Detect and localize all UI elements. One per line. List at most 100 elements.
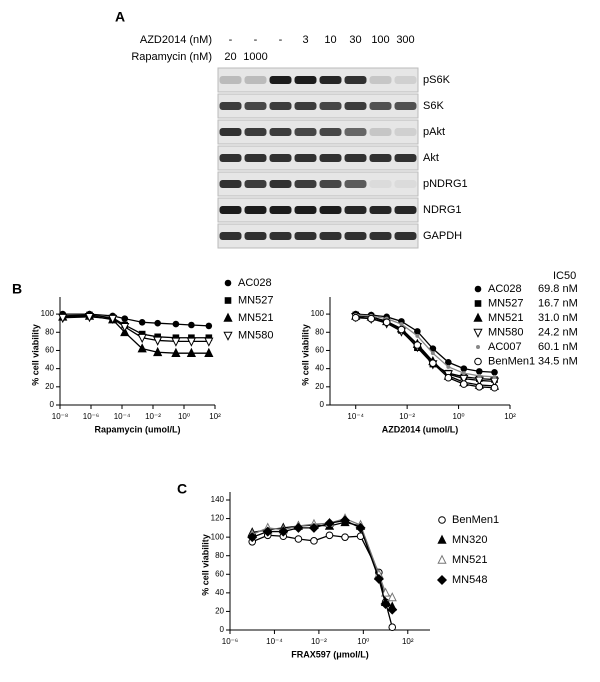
marker — [397, 325, 406, 334]
marker — [138, 318, 146, 326]
y-tick-label: 60 — [315, 346, 324, 355]
marker — [355, 522, 366, 533]
marker — [204, 337, 214, 347]
panel-label: A — [115, 9, 125, 25]
marker — [492, 374, 497, 379]
marker — [477, 373, 482, 378]
marker — [172, 320, 180, 328]
legend-label: MN521 — [238, 312, 273, 324]
marker — [186, 337, 197, 347]
marker — [137, 333, 147, 344]
x-tick-label: 10² — [209, 412, 221, 421]
legend-marker — [476, 345, 480, 349]
blot-band — [269, 128, 292, 136]
marker — [387, 592, 397, 602]
x-tick-label: 10⁻² — [311, 637, 327, 646]
legend-ic50: 34.5 nM — [538, 355, 578, 367]
marker — [84, 313, 95, 323]
marker — [186, 347, 197, 357]
y-tick-label: 120 — [211, 514, 225, 523]
blot-band — [369, 180, 392, 188]
blot-band — [294, 206, 317, 214]
blot-band — [394, 232, 417, 240]
x-tick-label: 10² — [504, 412, 516, 421]
marker — [278, 526, 289, 537]
blot-band — [244, 128, 267, 136]
marker — [461, 371, 466, 376]
row-header: Rapamycin (nM) — [131, 51, 212, 63]
blot-band — [344, 206, 367, 214]
blot-band — [219, 128, 242, 136]
y-tick-label: 40 — [45, 364, 54, 373]
blot-band — [219, 154, 242, 162]
blot-band — [219, 76, 242, 84]
legend-label: MN580 — [488, 326, 523, 338]
marker — [247, 532, 258, 543]
y-tick-label: 0 — [320, 400, 325, 409]
marker — [325, 531, 334, 540]
marker — [108, 314, 118, 325]
marker — [415, 333, 420, 338]
y-tick-label: 40 — [215, 588, 224, 597]
marker — [205, 322, 213, 330]
legend-marker — [473, 328, 483, 338]
blot-band — [219, 206, 242, 214]
marker — [204, 347, 214, 357]
marker — [380, 598, 391, 610]
marker — [154, 319, 161, 327]
blot-band — [294, 180, 317, 188]
x-tick-label: 10⁻⁶ — [222, 637, 238, 646]
y-tick-label: 100 — [311, 309, 325, 318]
marker — [460, 365, 468, 372]
blot-band — [319, 102, 342, 110]
x-axis-label: AZD2014 (umol/L) — [382, 424, 459, 434]
legend-marker — [437, 554, 447, 564]
series-line — [251, 534, 393, 628]
legend-marker — [438, 516, 446, 524]
blot-band — [369, 102, 392, 110]
legend-ic50: 60.1 nM — [538, 341, 578, 353]
marker — [262, 526, 273, 537]
y-tick-label: 140 — [211, 495, 225, 504]
legend-label: MN580 — [238, 329, 273, 341]
marker — [367, 314, 375, 323]
legend-marker — [474, 300, 482, 307]
x-tick-label: 10² — [402, 637, 414, 646]
marker — [294, 535, 303, 543]
blot-band — [319, 206, 342, 214]
blot-label: NDRG1 — [423, 204, 462, 216]
marker — [153, 336, 163, 346]
marker — [310, 537, 318, 545]
marker — [373, 573, 384, 584]
y-tick-label: 80 — [315, 327, 324, 336]
x-tick-label: 10⁻⁴ — [114, 412, 131, 421]
legend-ic50: 24.2 nM — [538, 326, 578, 338]
blot-label: pS6K — [423, 74, 451, 86]
marker — [388, 623, 397, 632]
lane-label: 300 — [396, 34, 414, 46]
blot-label: Akt — [423, 152, 439, 164]
y-axis-label: % cell viability — [200, 534, 210, 596]
marker — [293, 522, 304, 533]
legend-label: BenMen1 — [452, 514, 499, 526]
marker — [490, 383, 499, 392]
blot-band — [294, 232, 317, 240]
lane-label: 20 — [224, 51, 236, 63]
y-axis-label: % cell viability — [300, 324, 310, 386]
marker — [475, 383, 484, 391]
blot-band — [369, 76, 392, 84]
lane-label: 30 — [349, 34, 361, 46]
series-line — [252, 519, 393, 611]
y-tick-label: 100 — [211, 532, 225, 541]
blot-band — [319, 154, 342, 162]
legend-label: MN521 — [488, 312, 523, 324]
y-tick-label: 20 — [315, 382, 324, 391]
legend-label: MN527 — [488, 297, 523, 309]
blot-band — [369, 128, 392, 136]
y-tick-label: 20 — [215, 607, 224, 616]
legend-label: MN320 — [452, 534, 487, 546]
series-line — [355, 314, 495, 378]
legend-ic50: 31.0 nM — [538, 312, 578, 324]
